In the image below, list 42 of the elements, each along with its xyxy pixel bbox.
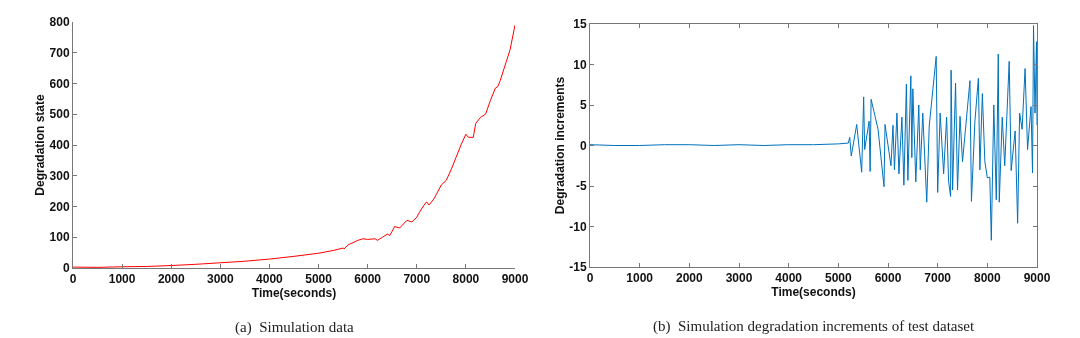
x-tick-label: 5000: [305, 272, 333, 287]
x-tick-label: 9000: [501, 272, 529, 287]
x-tick-label: 8000: [452, 272, 480, 287]
y-tick-label: -5: [575, 179, 587, 194]
x-tick-label: 3000: [725, 271, 753, 286]
y-tick-label: 15: [573, 17, 587, 32]
y-tick-label: 100: [49, 230, 70, 245]
y-tick-label: 0: [579, 138, 587, 153]
x-tick-label: 4000: [256, 272, 284, 287]
y-tick-label: 5: [579, 98, 587, 113]
y-tick-label: 400: [49, 138, 70, 153]
line-series: [73, 24, 515, 268]
x-tick-label: 7000: [403, 272, 431, 287]
y-tick-label: 500: [49, 107, 70, 122]
x-tick-label: 7000: [924, 271, 952, 286]
y-tick-label: 200: [49, 199, 70, 214]
y-tick-label: 600: [49, 76, 70, 91]
y-tick-label: -10: [569, 219, 587, 234]
y-tick-label: 800: [49, 15, 70, 30]
x-tick-label: 2000: [675, 271, 703, 286]
x-tick-label: 5000: [824, 271, 852, 286]
y-tick-label: 300: [49, 168, 70, 183]
y-tick-label: 10: [573, 57, 587, 72]
text: (a) Simulation data: [235, 319, 355, 336]
y-tick-label: -15: [569, 260, 587, 275]
y-axis-title: Degradation increments: [552, 76, 567, 215]
x-tick-label: 1000: [108, 272, 136, 287]
x-tick-label: 1000: [626, 271, 654, 286]
x-tick-label: 6000: [874, 271, 902, 286]
y-axis-title: Degradation state: [32, 94, 47, 196]
x-axis-title: Time(seconds): [771, 285, 856, 300]
x-tick-label: 3000: [206, 272, 234, 287]
x-tick-label: 2000: [157, 272, 185, 287]
x-tick-label: 9000: [1023, 271, 1051, 286]
line-series: [590, 25, 1037, 241]
x-tick-label: 4000: [775, 271, 803, 286]
y-tick-label: 700: [49, 45, 70, 60]
y-tick-label: 0: [62, 261, 70, 276]
text: (b) Simulation degradation increments of test dataset: [653, 318, 975, 335]
x-axis-title: Time(seconds): [251, 286, 337, 301]
x-tick-label: 6000: [354, 272, 382, 287]
x-tick-label: 8000: [973, 271, 1001, 286]
